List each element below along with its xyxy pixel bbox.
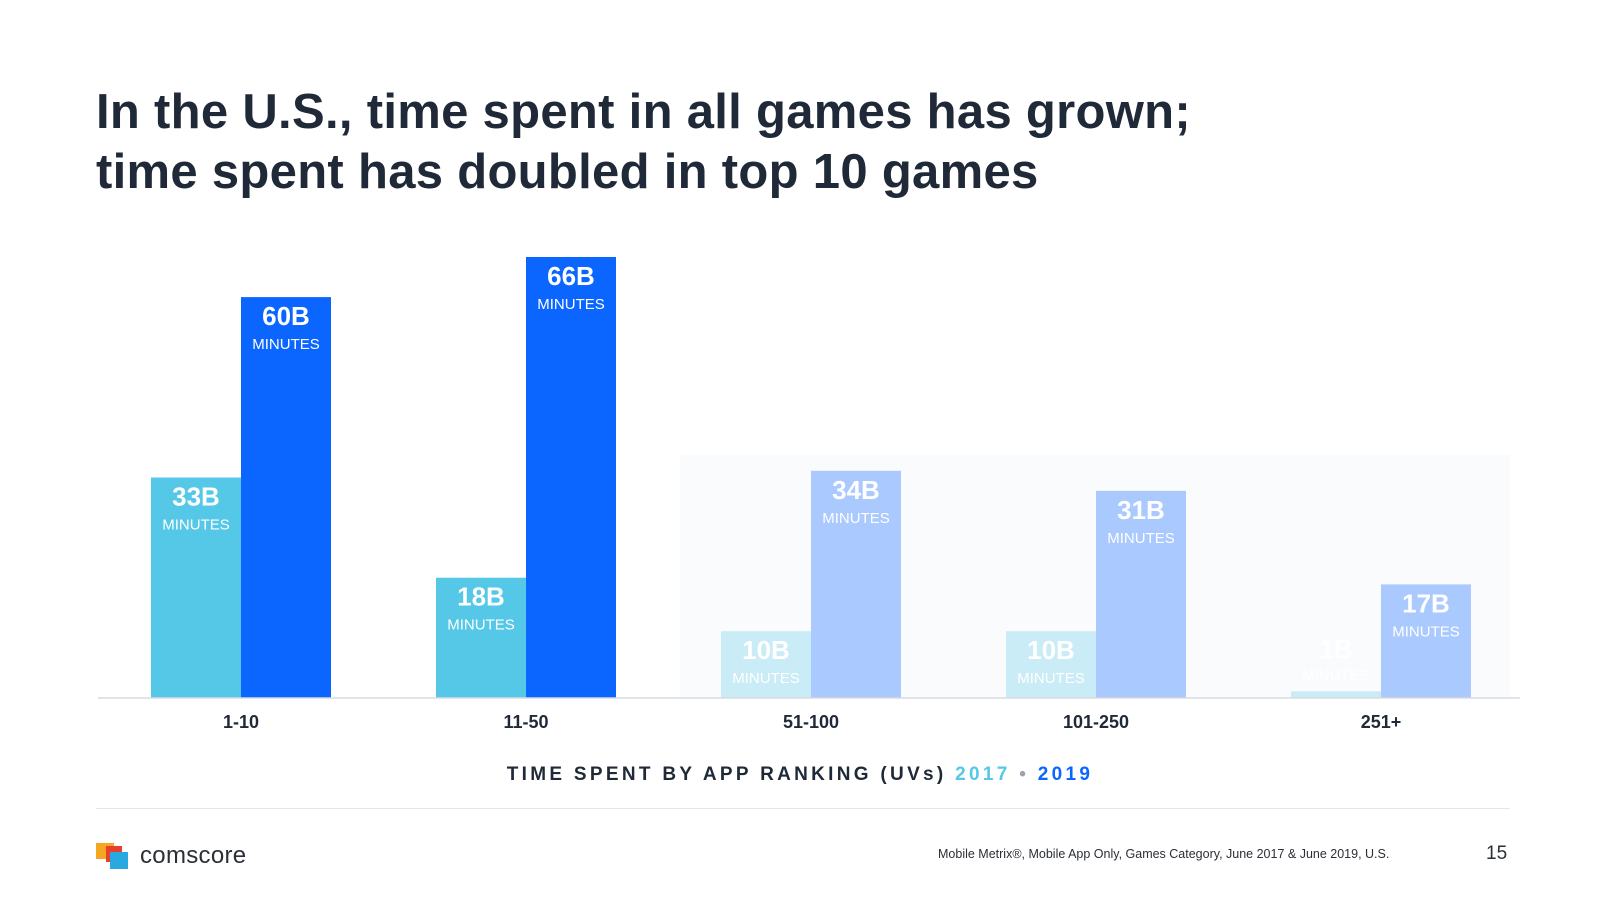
bar-chart: 33B MINUTES 60B MINUTES 1-10 18B MINUTES 66B MIN… [98,257,1520,732]
bar-2017-101-250 [1006,631,1096,698]
unit-label-2019-51-100: MINUTES [822,510,890,527]
category-label-11-50: 11-50 [503,712,548,732]
axis-title-text: TIME SPENT BY APP RANKING (UVs) [506,764,947,785]
legend-2017: 2017 [955,764,1011,785]
unit-label-2017-11-50: MINUTES [447,617,515,634]
slide-title-line-2: time spent has doubled in top 10 games [96,145,1039,199]
bar-2017-51-100 [721,631,811,698]
bar-2017-11-50 [436,577,526,698]
data-label-2019-51-100: 34B [832,475,880,505]
legend-separator: • [1019,764,1030,785]
category-label-101-250: 101-250 [1063,712,1129,732]
bar-2019-101-250 [1096,490,1186,698]
bar-2017-251+ [1291,691,1381,698]
data-label-2019-1-10: 60B [262,301,310,331]
legend-2019: 2019 [1037,764,1094,785]
data-label-2017-1-10: 33B [172,482,220,512]
category-label-1-10: 1-10 [223,712,259,732]
slide-title-line-1: In the U.S., time spent in all games has… [96,85,1192,139]
source-note: Mobile Metrix®, Mobile App Only, Games C… [938,847,1390,861]
unit-label-2017-1-10: MINUTES [162,517,230,534]
footer-divider [96,808,1510,809]
data-label-2017-251+: 1B [1319,634,1352,664]
page-number: 15 [1486,843,1508,864]
axis-title: TIME SPENT BY APP RANKING (UVs) 2017 • 2… [0,764,1600,786]
bar-2019-251+ [1381,584,1471,698]
category-label-251+: 251+ [1361,712,1402,732]
unit-label-2017-51-100: MINUTES [732,670,800,687]
unit-label-2019-251+: MINUTES [1392,623,1460,640]
data-label-2017-101-250: 10B [1027,635,1075,665]
unit-label-2019-11-50: MINUTES [537,296,605,313]
comscore-logo: comscore [96,842,246,870]
data-label-2019-101-250: 31B [1117,495,1165,525]
category-label-51-100: 51-100 [783,712,839,732]
bar-2017-1-10 [151,477,241,698]
data-label-2017-11-50: 18B [457,582,505,612]
bar-2019-1-10 [241,297,331,698]
slide-title: In the U.S., time spent in all games has… [96,82,1496,202]
bar-2019-51-100 [811,470,901,698]
unit-label-2017-251+: MINUTES [1302,667,1370,684]
comscore-logo-icon [96,843,130,869]
bar-2019-11-50 [526,257,616,698]
data-label-2019-251+: 17B [1402,588,1450,618]
unit-label-2019-1-10: MINUTES [252,336,320,353]
data-label-2019-11-50: 66B [547,261,595,291]
unit-label-2019-101-250: MINUTES [1107,530,1175,547]
comscore-logo-text: comscore [140,842,247,869]
data-label-2017-51-100: 10B [742,635,790,665]
unit-label-2017-101-250: MINUTES [1017,670,1085,687]
